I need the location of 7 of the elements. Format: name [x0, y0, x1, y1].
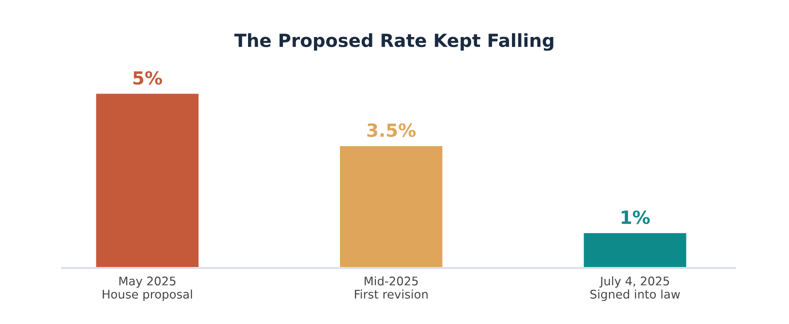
x-tick-label: Mid-2025 First revision [354, 276, 428, 299]
chart-title: The Proposed Rate Kept Falling [234, 33, 554, 51]
data-label: 5% [133, 71, 162, 85]
data-label: 3.5% [367, 123, 416, 138]
data-label: 1% [622, 210, 650, 224]
x-tick-label: July 4, 2025 Signed into law [590, 276, 680, 301]
x-tick-label: May 2025 House proposal [102, 276, 192, 301]
